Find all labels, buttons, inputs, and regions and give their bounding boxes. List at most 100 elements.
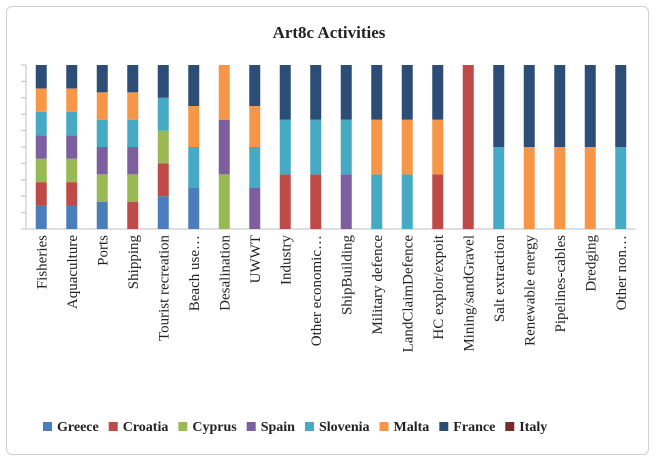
bar-segment-croatia <box>279 174 291 229</box>
legend-label-france: France <box>453 420 495 435</box>
bar-segment-france <box>523 65 535 147</box>
bar-segment-cyprus <box>127 174 139 202</box>
bar-segment-spain <box>127 147 139 175</box>
bar-segment-malta <box>554 147 566 229</box>
bar-segment-malta <box>249 106 261 147</box>
bar-segment-cyprus <box>218 174 230 229</box>
chart-title: Art8c Activities <box>273 23 386 42</box>
bar-segment-malta <box>371 119 383 175</box>
bar-segment-france <box>249 65 261 106</box>
x-tick-label: Beach use… <box>187 235 203 311</box>
x-tick-label: Shipping <box>126 235 142 290</box>
bar-segment-slovenia <box>96 119 108 147</box>
bar-segment-croatia <box>310 174 322 229</box>
bar-segment-slovenia <box>401 174 413 229</box>
plot-area <box>21 64 636 230</box>
bar-segment-greece <box>96 201 108 229</box>
bar-segment-france <box>432 65 444 120</box>
x-axis-labels: Fisheries Aquaculture Ports Shipping Tourist… <box>34 234 630 352</box>
x-tick-label: Salt extraction <box>492 235 508 323</box>
x-tick-label: Fisheries <box>34 235 50 289</box>
bar-segment-malta <box>401 119 413 175</box>
bar-segment-spain <box>35 135 47 159</box>
bar-segment-malta <box>432 119 444 175</box>
bar-segment-croatia <box>35 182 47 206</box>
bar-segment-slovenia <box>127 119 139 147</box>
legend-swatch-spain <box>246 422 256 431</box>
bar-segment-slovenia <box>35 111 47 136</box>
legend-label-slovenia: Slovenia <box>319 420 370 435</box>
bar-segment-malta <box>188 106 200 147</box>
bar-segment-spain <box>66 135 78 159</box>
bar-segment-france <box>310 65 322 120</box>
legend-label-spain: Spain <box>261 420 295 435</box>
bar-segment-spain <box>249 188 261 229</box>
legend-swatch-france <box>439 422 449 431</box>
bar-segment-france <box>127 65 139 93</box>
legend-swatch-greece <box>43 422 52 431</box>
bar-segment-cyprus <box>157 130 169 164</box>
x-tick-label: Desalination <box>217 235 233 311</box>
bar-segment-slovenia <box>615 147 627 229</box>
bar-segment-malta <box>218 65 230 120</box>
x-tick-label: Pipelines-cables <box>553 235 569 333</box>
bar-segment-malta <box>96 92 108 120</box>
bar-segment-greece <box>157 196 169 229</box>
bar-segment-croatia <box>66 182 78 206</box>
x-tick-label: Renewable energy <box>522 235 538 346</box>
bar-segment-croatia <box>432 174 444 229</box>
x-tick-label: Military defence <box>370 235 386 335</box>
bar-segment-cyprus <box>96 174 108 202</box>
legend-swatch-croatia <box>108 422 118 431</box>
bar-segment-cyprus <box>66 158 78 183</box>
x-tick-label: Ports <box>95 235 111 266</box>
bar-segment-france <box>371 65 383 120</box>
x-tick-label: LandClaimDefence <box>400 235 416 353</box>
x-tick-label: Dredging <box>583 235 599 292</box>
bar-segment-slovenia <box>249 147 261 188</box>
x-tick-label: Tourist recreation <box>156 235 172 341</box>
legend: Greece Croatia Cyprus Spain Slovenia Malta Fra… <box>43 420 547 435</box>
legend-swatch-cyprus <box>178 422 188 431</box>
bar-segment-greece <box>188 188 200 229</box>
bar-segment-france <box>340 65 352 120</box>
bar-segment-slovenia <box>188 147 200 188</box>
bar-segment-slovenia <box>340 119 352 175</box>
bar-segment-france <box>279 65 291 120</box>
bar-segment-croatia <box>462 65 474 229</box>
bar-segment-cyprus <box>35 158 47 183</box>
bar-segment-france <box>615 65 627 147</box>
legend-swatch-italy <box>505 422 515 431</box>
bar-segment-france <box>96 65 108 93</box>
legend-label-cyprus: Cyprus <box>192 420 237 435</box>
bar-segment-spain <box>340 174 352 229</box>
bar-segment-france <box>66 65 78 89</box>
x-tick-label: HC explor/expoit <box>431 234 447 339</box>
x-tick-label: Other non… <box>614 235 630 310</box>
legend-label-greece: Greece <box>57 420 99 435</box>
legend-label-malta: Malta <box>394 420 430 435</box>
legend-label-italy: Italy <box>519 420 547 435</box>
bar-segment-france <box>188 65 200 106</box>
chart-frame <box>6 6 649 455</box>
bar-segment-spain <box>96 147 108 175</box>
bar-segment-slovenia <box>310 119 322 175</box>
bar-segment-malta <box>523 147 535 229</box>
x-tick-label: ShipBuilding <box>339 235 355 316</box>
bar-segment-france <box>554 65 566 147</box>
bar-segment-greece <box>35 205 47 229</box>
legend-swatch-slovenia <box>304 422 314 431</box>
bar-segment-greece <box>66 205 78 229</box>
bar-segment-slovenia <box>157 97 169 131</box>
legend-swatch-malta <box>379 422 389 431</box>
bar-segment-slovenia <box>493 147 505 229</box>
bar-segment-slovenia <box>66 111 78 136</box>
bar-segment-malta <box>584 147 596 229</box>
bar-segment-france <box>157 65 169 98</box>
x-tick-label: Aquaculture <box>65 235 81 309</box>
legend-label-croatia: Croatia <box>123 420 169 435</box>
x-tick-label: Industry <box>278 235 294 285</box>
bar-segment-croatia <box>127 201 139 229</box>
bar-segment-croatia <box>157 163 169 197</box>
bar-segment-spain <box>218 119 230 175</box>
